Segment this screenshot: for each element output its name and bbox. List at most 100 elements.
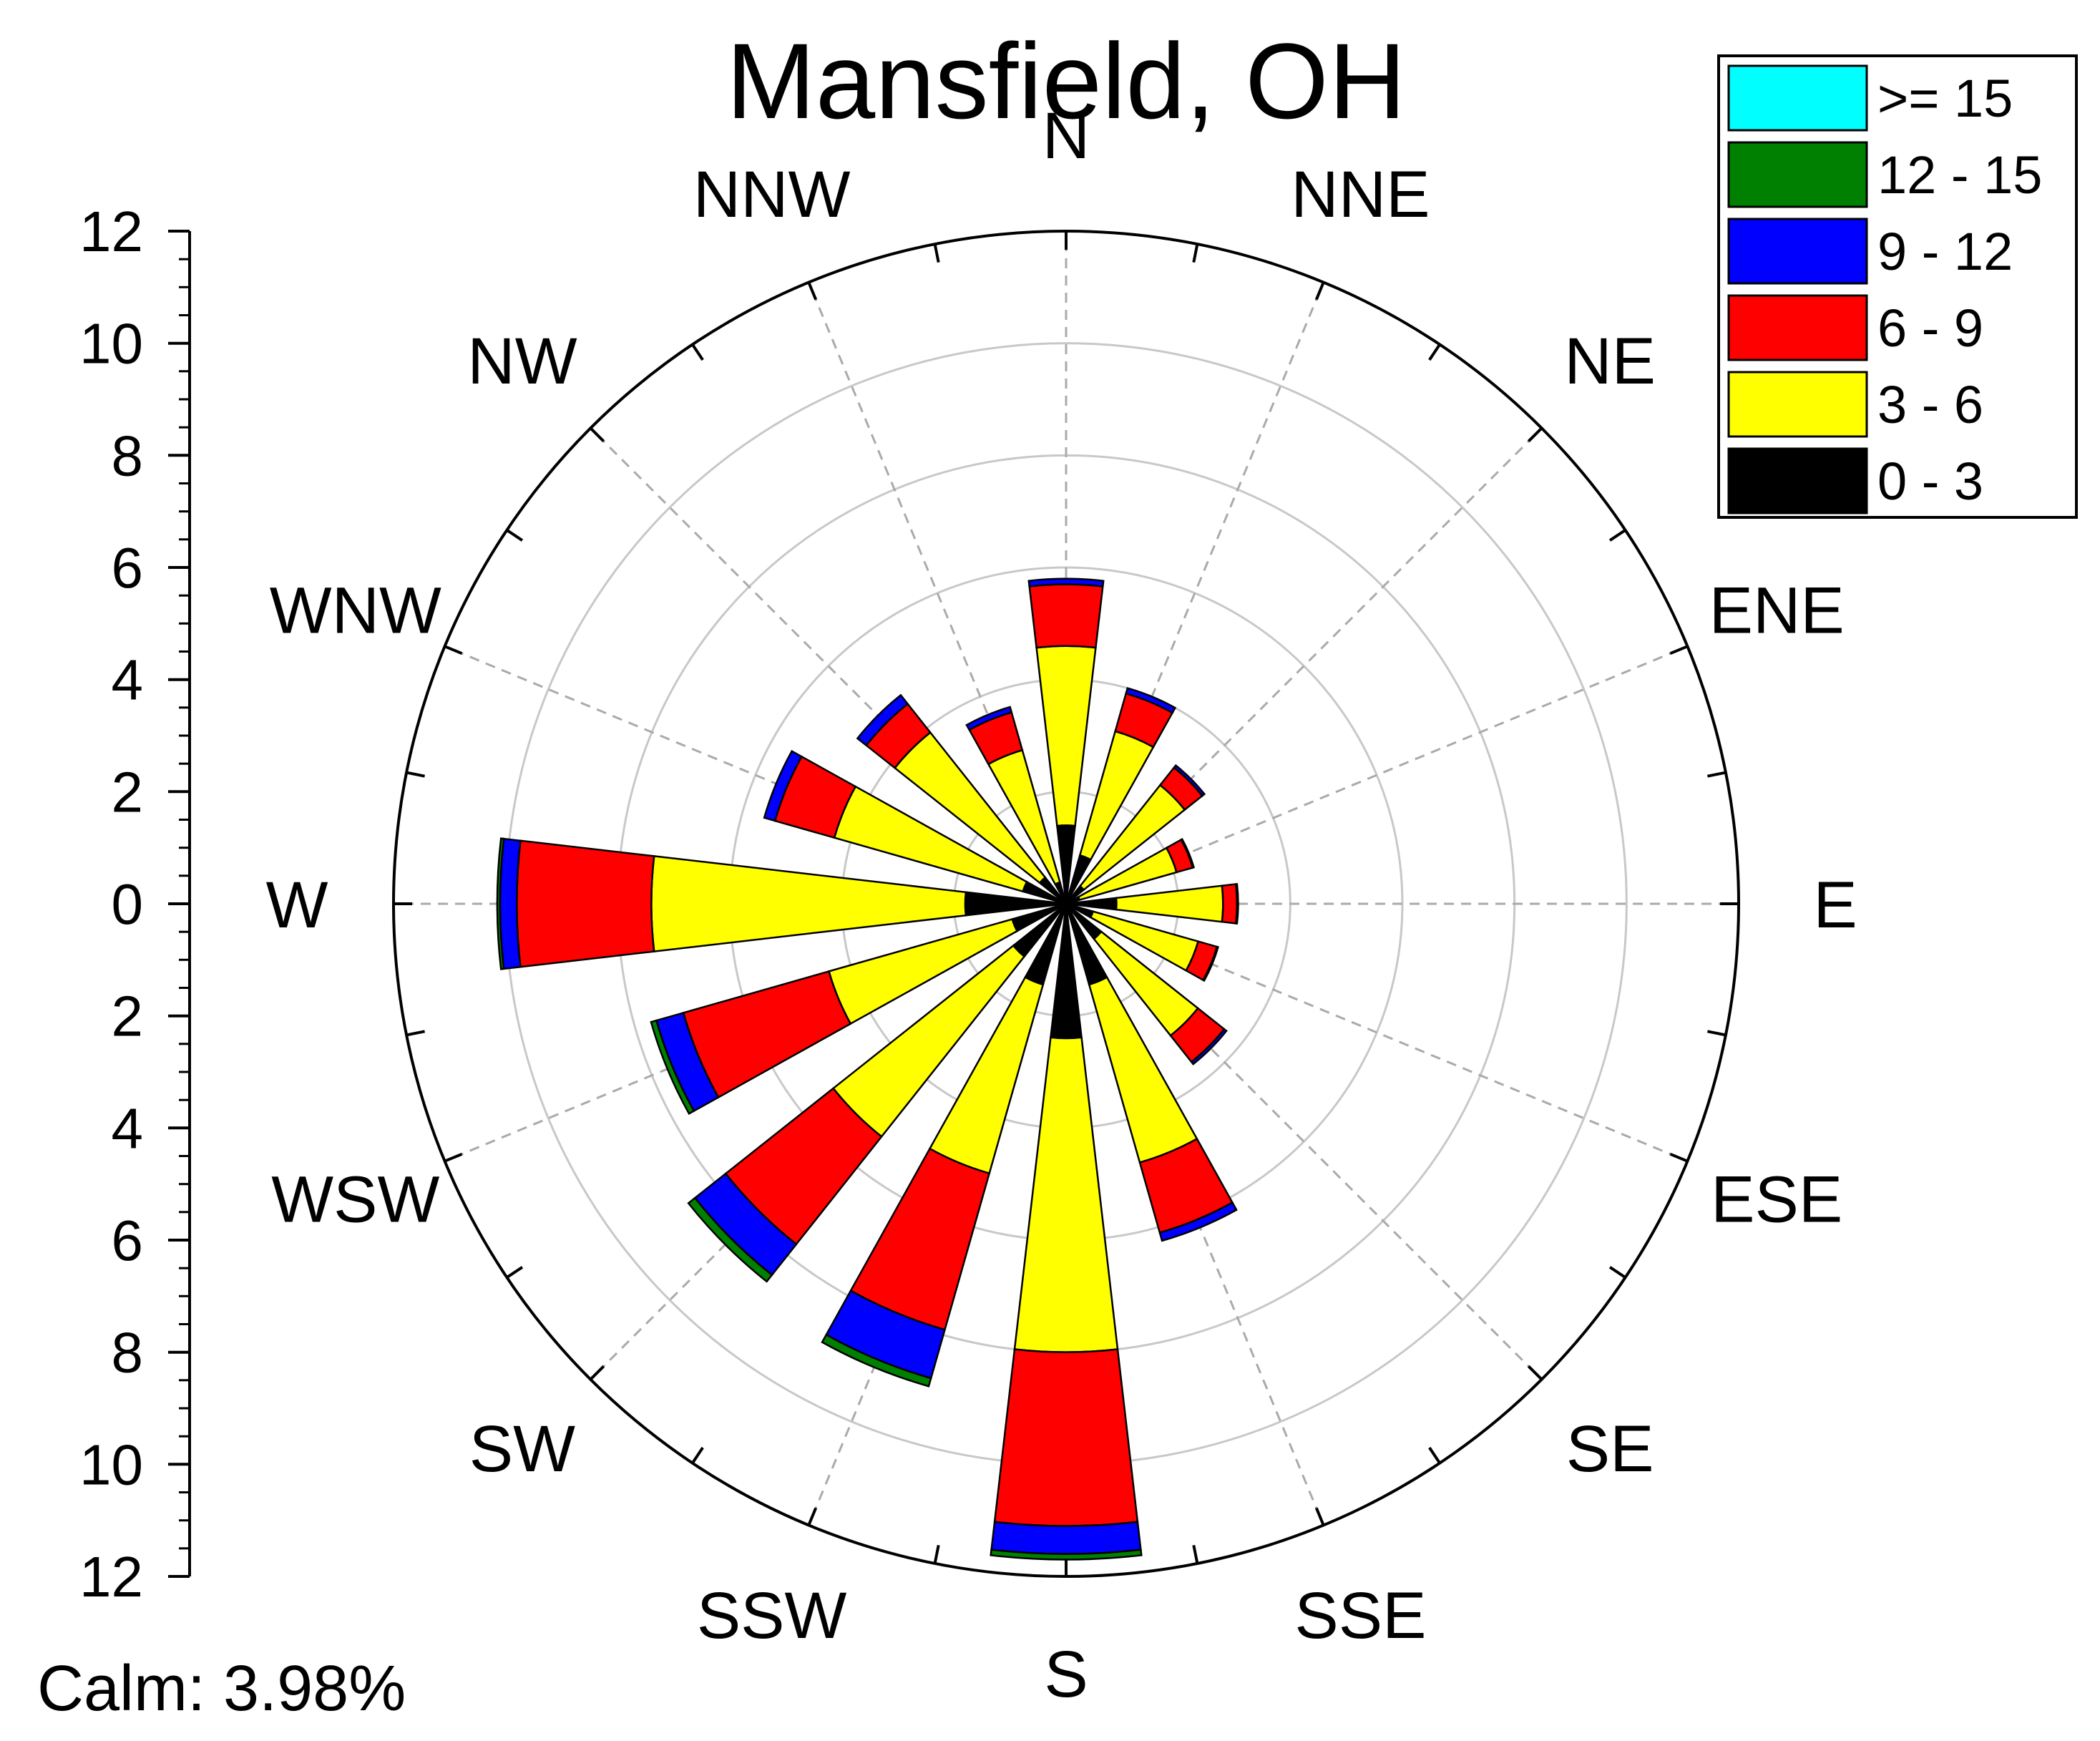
outer-tick: [1707, 1030, 1727, 1037]
direction-label-N: N: [1042, 99, 1090, 172]
axis-tick-label: 10: [79, 1433, 143, 1496]
bar-segment-W-4: [496, 837, 505, 970]
bar-segment-E-1: [1115, 884, 1224, 923]
axis-tick-label: 6: [112, 536, 144, 600]
bar-segment-W-1: [650, 855, 967, 952]
direction-label-S: S: [1044, 1638, 1088, 1711]
radial-axis: 12 10 8 6 4 2 0 2 4 6 8 10 12: [79, 200, 191, 1609]
legend-label: >= 15: [1877, 69, 2013, 128]
bar-segment-NE-3: [1173, 764, 1206, 797]
bar-segment-N-1: [1035, 645, 1097, 827]
bar-segment-ENE-3: [1180, 837, 1196, 869]
legend-box: [1717, 54, 2078, 519]
bar-SSW: [821, 903, 1068, 1388]
direction-label-ENE: ENE: [1709, 575, 1845, 648]
bar-segment-ESE-3: [1201, 945, 1219, 982]
outer-tick: [1428, 1446, 1441, 1464]
bar-NE: [1065, 764, 1206, 904]
outer-tick: [506, 529, 524, 542]
bar-segment-W-3: [499, 837, 522, 970]
bar-NW: [856, 693, 1067, 904]
chart-title: Mansfield, OH: [726, 21, 1406, 141]
legend-swatch: [1727, 141, 1868, 208]
legend-swatch: [1727, 371, 1868, 438]
legend-label: 0 - 3: [1877, 452, 1983, 511]
direction-label-SE: SE: [1566, 1413, 1654, 1486]
direction-label-SW: SW: [469, 1413, 575, 1486]
outer-tick: [1314, 281, 1325, 301]
bar-segment-NW-3: [856, 693, 909, 747]
legend-swatch: [1727, 294, 1868, 361]
outer-tick: [933, 243, 940, 263]
bar-segment-S-4: [990, 1549, 1143, 1561]
axis-tick-label: 0: [112, 872, 144, 936]
outer-tick: [444, 645, 463, 655]
axis-tick-label: 12: [79, 200, 143, 263]
bar-NNE: [1065, 687, 1177, 904]
bar-segment-S-2: [993, 1348, 1139, 1527]
direction-label-NNE: NNE: [1291, 158, 1430, 231]
bar-E: [1065, 883, 1239, 925]
outer-tick: [506, 1266, 524, 1279]
outer-tick: [1314, 1507, 1325, 1526]
bar-segment-W-2: [516, 839, 655, 968]
direction-label-NNW: NNW: [693, 158, 851, 231]
outer-tick: [1608, 529, 1626, 542]
bar-S: [990, 903, 1143, 1561]
legend: >= 15 12 - 15 9 - 12 6 - 9 3 - 6 0 - 3: [1717, 54, 2078, 519]
bar-SW: [687, 903, 1067, 1283]
bar-segment-WNW-3: [763, 750, 804, 822]
axis-tick-label: 2: [112, 985, 144, 1048]
legend-swatch: [1727, 447, 1868, 515]
outer-tick: [1669, 1152, 1689, 1163]
axis-tick-label: 12: [79, 1545, 143, 1609]
legend-label: 3 - 6: [1877, 375, 1983, 434]
bar-ESE: [1065, 902, 1219, 982]
calm-label: Calm: 3.98%: [37, 1653, 406, 1725]
legend-label: 6 - 9: [1877, 298, 1983, 358]
direction-label-E: E: [1813, 869, 1857, 942]
bar-WNW: [763, 750, 1067, 905]
outer-tick: [933, 1545, 940, 1564]
axis-tick-label: 4: [112, 648, 144, 712]
bar-SE: [1065, 903, 1228, 1065]
outer-tick: [1428, 343, 1441, 361]
legend-label: 12 - 15: [1877, 145, 2042, 205]
outer-tick: [1527, 1365, 1543, 1381]
axis-tick-label: 10: [79, 312, 143, 376]
outer-tick: [406, 1030, 425, 1037]
axis-tick-label: 8: [112, 424, 144, 487]
outer-tick: [807, 1507, 818, 1526]
axis-tick-label: 4: [112, 1096, 144, 1160]
bar-segment-E-2: [1221, 883, 1239, 925]
direction-label-ESE: ESE: [1711, 1163, 1842, 1236]
bar-segment-NNW-3: [965, 706, 1013, 731]
direction-labels: N NNE NE ENE E ESE SE SSE S SSW SW WSW W WNW NW NNW: [266, 99, 1857, 1711]
bar-segment-NNE-3: [1125, 687, 1177, 714]
direction-label-W: W: [266, 869, 328, 942]
axis-tick-label: 2: [112, 760, 144, 824]
outer-tick: [1527, 426, 1543, 443]
outer-tick: [1608, 1266, 1626, 1279]
bar-segment-SSE-3: [1158, 1201, 1238, 1242]
outer-tick: [1192, 243, 1199, 263]
bar-segment-E-3: [1234, 883, 1239, 925]
bar-segment-N-2: [1028, 583, 1104, 649]
bar-segment-SW-4: [687, 1196, 773, 1283]
legend-swatch: [1727, 218, 1868, 285]
wind-bars: [496, 577, 1239, 1561]
outer-tick: [691, 343, 704, 361]
outer-tick: [589, 426, 605, 443]
bar-segment-SE-3: [1190, 1028, 1228, 1065]
bar-WSW: [650, 902, 1067, 1116]
direction-label-SSE: SSE: [1294, 1579, 1426, 1652]
axis-tick-label: 6: [112, 1209, 144, 1272]
outer-tick: [589, 1365, 605, 1381]
direction-label-WNW: WNW: [270, 575, 441, 648]
outer-tick: [691, 1446, 704, 1464]
bar-W: [496, 837, 1067, 970]
outer-tick: [406, 771, 425, 778]
outer-tick: [807, 281, 818, 301]
bar-segment-SSW-4: [821, 1333, 932, 1388]
